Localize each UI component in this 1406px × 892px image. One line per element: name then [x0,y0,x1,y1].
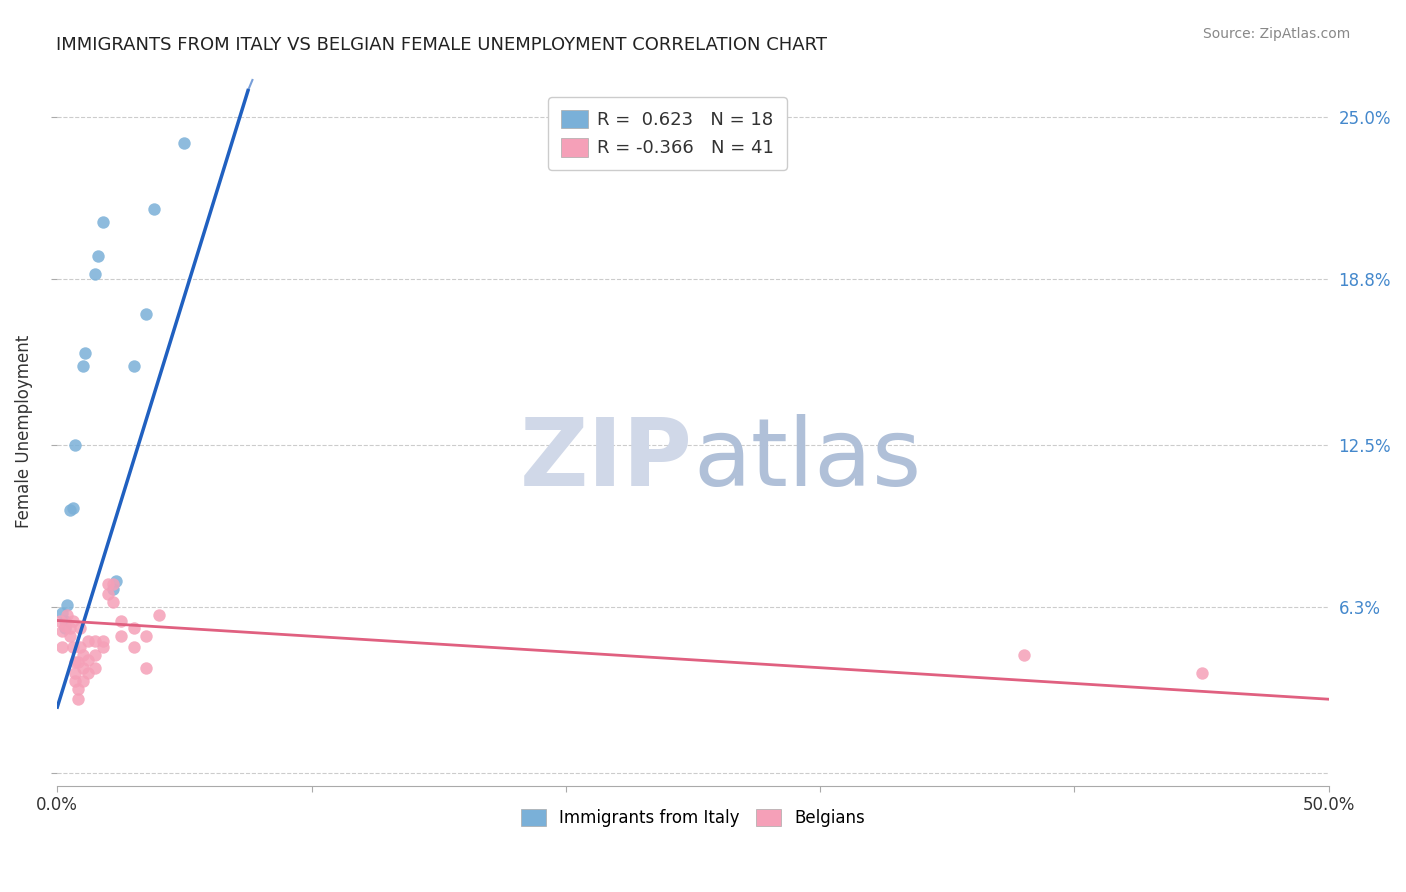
Point [97,587,120,601]
Point [87,249,110,263]
Text: IMMIGRANTS FROM ITALY VS BELGIAN FEMALE UNEMPLOYMENT CORRELATION CHART: IMMIGRANTS FROM ITALY VS BELGIAN FEMALE … [56,36,827,54]
Point [84,267,107,281]
Point [51,640,73,654]
Point [84,634,107,648]
Point [104,574,127,589]
Point [53,619,76,633]
Y-axis label: Female Unemployment: Female Unemployment [15,335,32,528]
Point [56,608,79,623]
Point [62,640,84,654]
Point [63,673,86,688]
Point [49,614,72,628]
Point [59,629,82,643]
Point [72,359,94,373]
Point [97,576,120,591]
Point [66,681,89,696]
Point [62,614,84,628]
Text: atlas: atlas [693,414,921,506]
Point [72,673,94,688]
Text: ZIP: ZIP [520,414,693,506]
Point [53,621,76,635]
Point [135,629,157,643]
Point [63,438,86,452]
Point [103,595,125,609]
Point [135,661,157,675]
Point [66,656,89,670]
Point [51,606,73,620]
Point [103,576,125,591]
Point [53,614,76,628]
Point [76,665,98,680]
Point [56,598,79,612]
Point [84,648,107,662]
Point [122,359,145,373]
Point [76,653,98,667]
Point [66,692,89,706]
Point [91,640,114,654]
Point [69,621,91,635]
Point [1191,665,1213,680]
Point [84,661,107,675]
Point [76,634,98,648]
Point [110,629,132,643]
Point [69,640,91,654]
Point [122,621,145,635]
Point [59,621,82,635]
Point [135,307,157,321]
Point [72,648,94,662]
Point [62,500,84,515]
Point [142,202,165,216]
Point [103,582,125,596]
Point [75,346,97,360]
Point [122,640,145,654]
Point [91,215,114,229]
Point [72,661,94,675]
Point [110,614,132,628]
Point [63,656,86,670]
Point [173,136,195,150]
Text: Source: ZipAtlas.com: Source: ZipAtlas.com [1202,27,1350,41]
Point [1012,648,1035,662]
Point [51,624,73,638]
Point [59,503,82,517]
Legend: Immigrants from Italy, Belgians: Immigrants from Italy, Belgians [515,803,872,834]
Point [63,665,86,680]
Point [148,608,170,623]
Point [91,634,114,648]
